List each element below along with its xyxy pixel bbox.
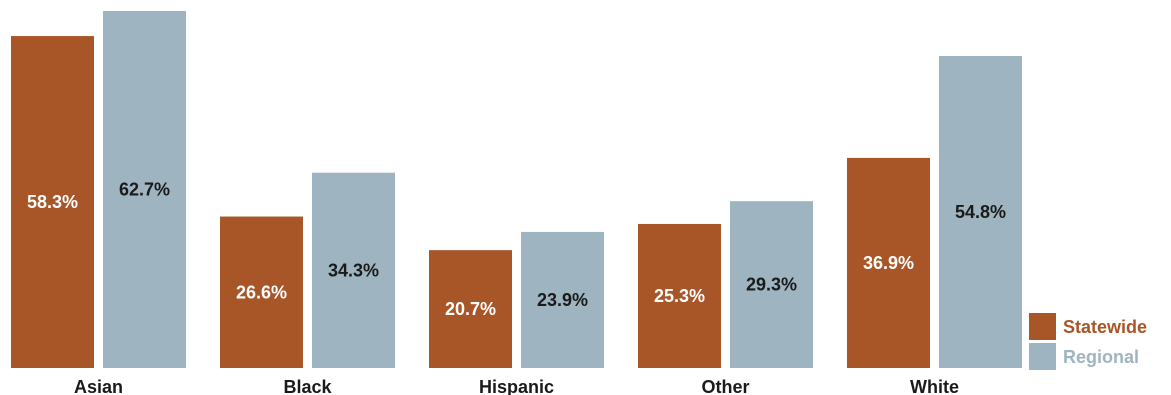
data-label-regional-white: 54.8% <box>955 202 1006 222</box>
bar-regional-hispanic <box>521 231 604 368</box>
category-label-hispanic: Hispanic <box>479 377 554 395</box>
data-label-statewide-hispanic: 20.7% <box>445 299 496 319</box>
data-label-statewide-asian: 58.3% <box>27 192 78 212</box>
category-label-white: White <box>910 377 959 395</box>
category-label-other: Other <box>701 377 749 395</box>
legend-swatch-regional <box>1029 343 1056 370</box>
bar-regional-black <box>312 172 395 368</box>
category-label-black: Black <box>283 377 332 395</box>
bar-regional-white <box>939 55 1022 368</box>
data-label-statewide-other: 25.3% <box>654 286 705 306</box>
data-label-statewide-white: 36.9% <box>863 253 914 273</box>
category-labels: Asian Black Hispanic Other White <box>74 377 959 395</box>
data-label-regional-hispanic: 23.9% <box>537 290 588 310</box>
bar-statewide-asian <box>11 36 94 368</box>
data-label-regional-asian: 62.7% <box>119 180 170 200</box>
bar-regional-asian <box>103 11 186 368</box>
bar-statewide-other <box>638 223 721 368</box>
data-label-regional-black: 34.3% <box>328 260 379 280</box>
legend-label-statewide: Statewide <box>1063 317 1147 337</box>
bar-regional-other <box>730 201 813 368</box>
bar-statewide-hispanic <box>429 250 512 368</box>
bar-statewide-white <box>847 157 930 368</box>
category-label-asian: Asian <box>74 377 123 395</box>
legend: Statewide Regional <box>1029 313 1147 370</box>
data-label-statewide-black: 26.6% <box>236 282 287 302</box>
bars-layer: 58.3% 62.7% 26.6% 34.3% 20.7% 23.9% 25.3% 29.3%… <box>11 11 1022 368</box>
data-label-regional-other: 29.3% <box>746 275 797 295</box>
bar-statewide-black <box>220 216 303 368</box>
legend-label-regional: Regional <box>1063 347 1139 367</box>
legend-swatch-statewide <box>1029 313 1056 340</box>
